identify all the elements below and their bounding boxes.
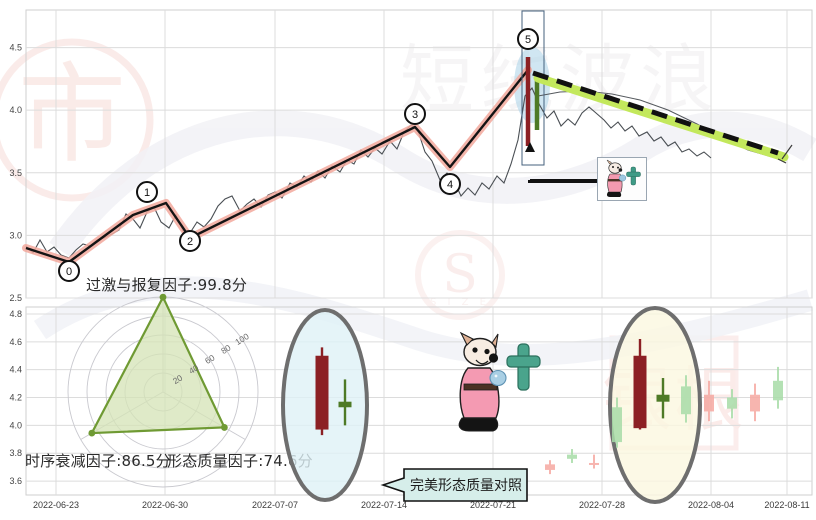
pattern-thumbnail[interactable] <box>597 157 647 201</box>
top-y-tick: 2.5 <box>9 293 22 303</box>
trend-arrow-head <box>777 144 793 164</box>
candlestick <box>567 449 577 463</box>
pattern-marker-5[interactable]: 5 <box>517 28 539 50</box>
candlestick <box>589 454 599 469</box>
cartoon-dog-mascot <box>458 331 541 432</box>
bottom-y-tick: 3.6 <box>9 476 22 486</box>
focus-box <box>521 10 545 166</box>
candlestick <box>704 380 714 422</box>
pattern-marker-label: 0 <box>66 266 72 278</box>
top-y-tick: 3.0 <box>9 230 22 240</box>
bottom-y-tick: 4.0 <box>9 420 22 430</box>
candlestick <box>656 378 670 419</box>
cartoon-dog-icon <box>606 159 641 197</box>
candlestick <box>773 366 783 409</box>
candlestick <box>612 397 622 448</box>
radar-label-right: 形态质量因子:74.6分 <box>167 452 313 470</box>
date-axis-tick: 2022-07-14 <box>360 500 408 510</box>
candlestick <box>750 383 760 422</box>
pattern-marker-label: 2 <box>187 236 193 248</box>
callout-arrow-shape <box>380 468 528 502</box>
focus-ellipse-highlight <box>514 47 550 123</box>
pattern-marker-label: 4 <box>447 179 453 191</box>
candlestick <box>545 460 555 475</box>
pattern-marker-label: 5 <box>525 34 531 46</box>
date-axis-tick: 2022-07-28 <box>578 500 626 510</box>
comparison-callout: 完美形态质量对照 <box>380 468 528 507</box>
comparison-callout-text: 完美形态质量对照 <box>410 478 522 494</box>
candlestick <box>338 379 352 426</box>
bottom-y-tick: 3.8 <box>9 448 22 458</box>
radar-label-top: 过激与报复因子:99.8分 <box>86 276 248 294</box>
callout-pointer <box>528 179 597 183</box>
trend-arrow-glow <box>533 73 789 162</box>
mascot-illustration <box>440 330 550 440</box>
candlestick <box>633 339 647 430</box>
date-axis-tick: 2022-06-23 <box>32 500 80 510</box>
bottom-y-tick: 4.2 <box>9 393 22 403</box>
bottom-y-tick: 4.4 <box>9 365 22 375</box>
pattern-pivot-line <box>25 69 529 264</box>
pattern-marker-2[interactable]: 2 <box>179 230 201 252</box>
pattern-marker-3[interactable]: 3 <box>404 103 426 125</box>
pattern-marker-1[interactable]: 1 <box>136 181 158 203</box>
bottom-y-tick: 4.8 <box>9 309 22 319</box>
date-axis-tick: 2022-07-07 <box>251 500 299 510</box>
comparison-ellipse-right <box>608 306 702 504</box>
pattern-marker-label: 1 <box>144 187 150 199</box>
candlestick <box>315 347 329 436</box>
trend-arrow-dashed <box>532 70 779 156</box>
price-line <box>25 86 712 259</box>
top-y-tick: 3.5 <box>9 168 22 178</box>
pattern-marker-0[interactable]: 0 <box>58 260 80 282</box>
date-axis-tick: 2022-08-11 <box>764 500 810 510</box>
bottom-y-tick: 4.6 <box>9 337 22 347</box>
radar-label-left: 时序衰减因子:86.5分 <box>25 452 171 470</box>
radar-polygon <box>89 294 227 435</box>
pattern-marker-label: 3 <box>412 109 418 121</box>
date-axis-tick: 2022-07-21 <box>469 500 517 510</box>
candlestick <box>727 389 737 419</box>
candlestick <box>681 375 691 423</box>
top-y-tick: 4.5 <box>9 43 22 53</box>
date-axis-tick: 2022-06-30 <box>141 500 189 510</box>
pattern-marker-4[interactable]: 4 <box>439 173 461 195</box>
date-axis-tick: 2022-08-04 <box>687 500 735 510</box>
top-y-tick: 4.0 <box>9 105 22 115</box>
callout-pointer-head <box>525 142 535 152</box>
